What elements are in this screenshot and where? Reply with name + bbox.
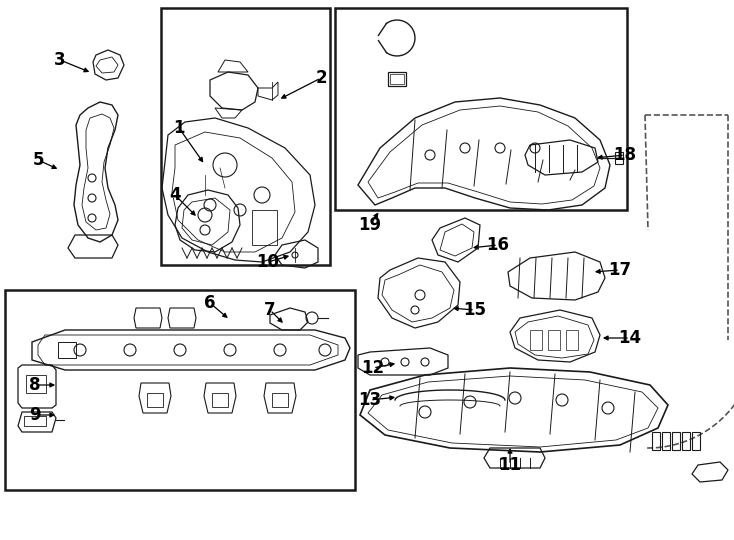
Text: 3: 3 (54, 51, 66, 69)
Bar (24, 416, 46, 426)
Text: 15: 15 (463, 301, 487, 319)
Text: 18: 18 (614, 146, 636, 164)
Bar (5, 290, 355, 490)
Text: 7: 7 (264, 301, 276, 319)
Text: 4: 4 (170, 186, 181, 204)
Text: 5: 5 (32, 151, 44, 169)
Bar (212, 393, 228, 407)
Text: 17: 17 (608, 261, 631, 279)
Bar (662, 432, 670, 450)
Text: 1: 1 (173, 119, 185, 137)
Bar (530, 330, 542, 350)
Text: 6: 6 (204, 294, 216, 312)
Text: 19: 19 (358, 216, 382, 234)
Bar (58, 342, 76, 358)
Bar (26, 375, 46, 393)
Text: 13: 13 (358, 391, 382, 409)
Text: 2: 2 (315, 69, 327, 87)
Bar (652, 432, 660, 450)
Bar (682, 432, 690, 450)
Text: 11: 11 (498, 456, 521, 474)
Text: 14: 14 (619, 329, 642, 347)
Text: 12: 12 (361, 359, 385, 377)
Bar (147, 393, 163, 407)
Bar (672, 432, 680, 450)
Bar (252, 210, 277, 245)
Bar (388, 72, 406, 86)
Bar (161, 8, 330, 265)
Text: 16: 16 (487, 236, 509, 254)
Bar (615, 152, 623, 164)
Text: 10: 10 (256, 253, 280, 271)
Bar (692, 432, 700, 450)
Bar (548, 330, 560, 350)
Bar (335, 8, 627, 210)
Bar (272, 393, 288, 407)
Text: 8: 8 (29, 376, 41, 394)
Bar (566, 330, 578, 350)
Bar (390, 74, 404, 84)
Text: 9: 9 (29, 406, 41, 424)
